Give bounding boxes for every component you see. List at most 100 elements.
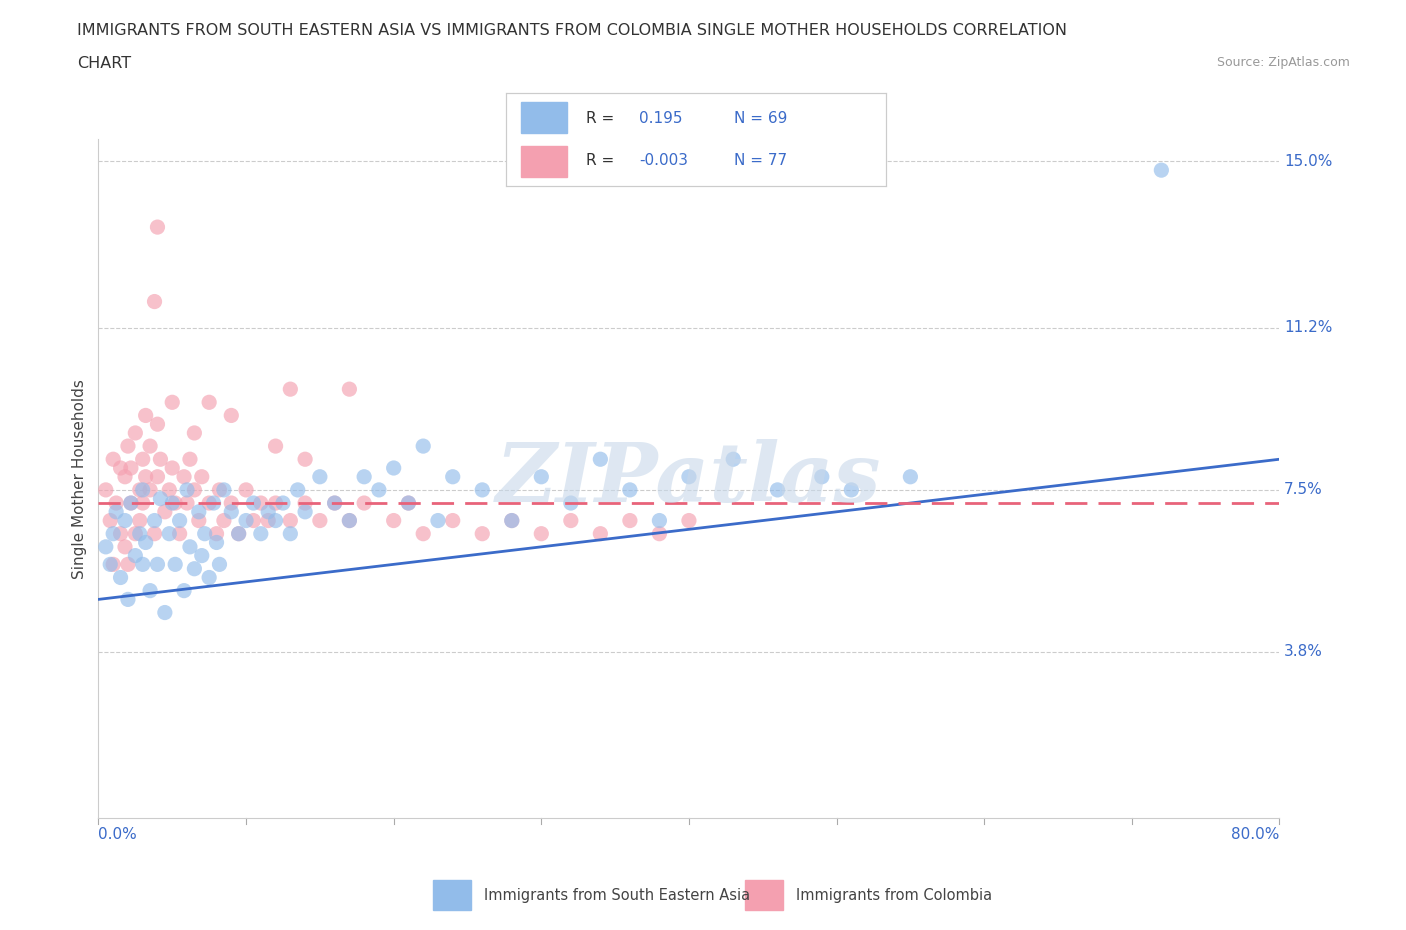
- Point: [471, 526, 494, 541]
- Point: [132, 483, 155, 498]
- Point: [202, 496, 225, 511]
- Point: [278, 513, 302, 528]
- Point: [169, 526, 191, 541]
- Point: [128, 526, 150, 541]
- Text: CHART: CHART: [77, 56, 131, 71]
- Point: [530, 470, 553, 485]
- Point: [589, 526, 612, 541]
- Point: [143, 526, 166, 541]
- Point: [98, 557, 121, 572]
- Point: [146, 470, 169, 485]
- Point: [294, 496, 316, 511]
- Point: [337, 513, 360, 528]
- Point: [191, 548, 214, 563]
- Text: 80.0%: 80.0%: [1232, 827, 1279, 842]
- Point: [135, 470, 157, 485]
- Text: N = 77: N = 77: [734, 153, 787, 168]
- Point: [132, 557, 155, 572]
- Point: [396, 496, 419, 511]
- Point: [501, 513, 523, 528]
- Point: [810, 470, 832, 485]
- Point: [257, 513, 280, 528]
- Point: [309, 513, 332, 528]
- Point: [250, 496, 273, 511]
- Text: 11.2%: 11.2%: [1284, 320, 1333, 336]
- Point: [191, 470, 214, 485]
- Bar: [522, 146, 567, 177]
- Point: [353, 496, 375, 511]
- Point: [173, 470, 195, 485]
- Text: R =: R =: [586, 153, 619, 168]
- Point: [149, 491, 172, 506]
- Point: [257, 504, 280, 519]
- Point: [278, 381, 302, 396]
- Point: [103, 452, 125, 467]
- Point: [396, 496, 419, 511]
- Bar: [433, 880, 471, 910]
- Point: [264, 439, 287, 454]
- Point: [162, 395, 183, 410]
- Point: [900, 470, 922, 485]
- Point: [219, 504, 242, 519]
- Point: [120, 496, 142, 511]
- Text: 7.5%: 7.5%: [1284, 483, 1323, 498]
- Point: [146, 219, 169, 234]
- Text: R =: R =: [586, 111, 619, 126]
- Text: ZIPatlas: ZIPatlas: [496, 439, 882, 519]
- Text: -0.003: -0.003: [638, 153, 688, 168]
- Point: [235, 483, 257, 498]
- Point: [219, 496, 242, 511]
- Point: [98, 513, 121, 528]
- Y-axis label: Single Mother Households: Single Mother Households: [72, 379, 87, 578]
- Point: [530, 526, 553, 541]
- Point: [176, 496, 198, 511]
- Point: [264, 513, 287, 528]
- Point: [128, 513, 150, 528]
- Point: [560, 513, 582, 528]
- Point: [110, 460, 132, 475]
- Text: IMMIGRANTS FROM SOUTH EASTERN ASIA VS IMMIGRANTS FROM COLOMBIA SINGLE MOTHER HOU: IMMIGRANTS FROM SOUTH EASTERN ASIA VS IM…: [77, 23, 1067, 38]
- Point: [271, 496, 294, 511]
- Point: [721, 452, 744, 467]
- Point: [678, 470, 700, 485]
- Point: [382, 513, 405, 528]
- Point: [208, 557, 231, 572]
- Point: [139, 439, 162, 454]
- Point: [149, 452, 172, 467]
- Point: [176, 483, 198, 498]
- Text: Immigrants from Colombia: Immigrants from Colombia: [796, 887, 991, 903]
- Point: [264, 496, 287, 511]
- Point: [619, 483, 641, 498]
- Point: [353, 470, 375, 485]
- Point: [139, 483, 162, 498]
- Point: [114, 539, 136, 554]
- Point: [110, 526, 132, 541]
- Point: [128, 483, 150, 498]
- Point: [187, 513, 209, 528]
- Text: 15.0%: 15.0%: [1284, 153, 1333, 169]
- Point: [337, 513, 360, 528]
- Point: [198, 496, 221, 511]
- Point: [619, 513, 641, 528]
- Point: [323, 496, 346, 511]
- Point: [1150, 163, 1173, 178]
- Point: [501, 513, 523, 528]
- Point: [228, 526, 250, 541]
- Point: [228, 526, 250, 541]
- Point: [117, 439, 139, 454]
- Point: [427, 513, 450, 528]
- Text: 3.8%: 3.8%: [1284, 644, 1323, 659]
- Point: [205, 526, 228, 541]
- Point: [179, 452, 201, 467]
- Point: [839, 483, 862, 498]
- Point: [135, 408, 157, 423]
- Point: [169, 513, 191, 528]
- Point: [294, 504, 316, 519]
- Point: [94, 539, 117, 554]
- Point: [179, 539, 201, 554]
- Point: [412, 439, 434, 454]
- Point: [183, 426, 205, 441]
- Point: [146, 557, 169, 572]
- Point: [205, 535, 228, 550]
- Point: [94, 483, 117, 498]
